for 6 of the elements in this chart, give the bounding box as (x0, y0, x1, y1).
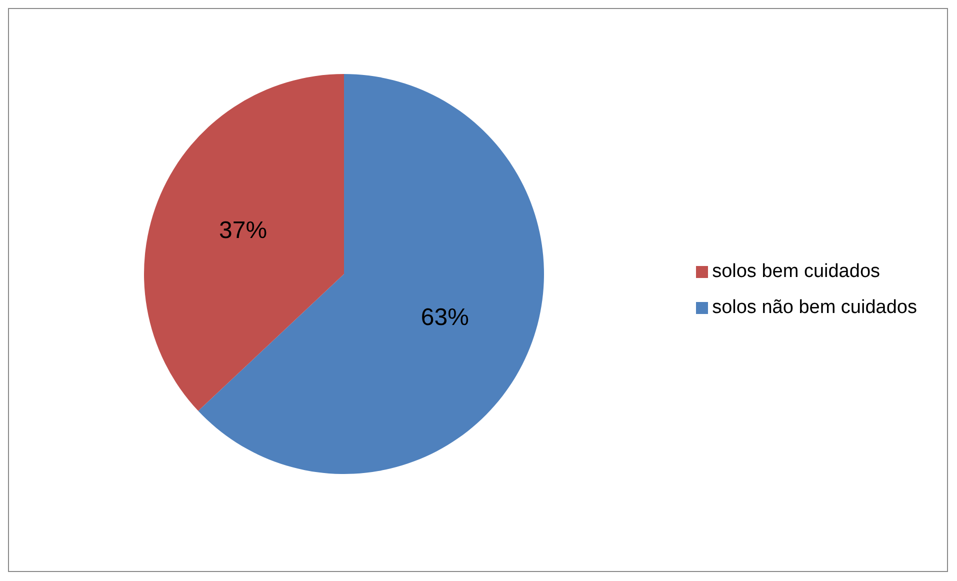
data-label: 63% (420, 304, 469, 332)
pie-slice (198, 74, 544, 474)
data-label: 37% (219, 216, 268, 244)
pie-slice (144, 74, 344, 411)
legend-label: solos bem cuidados (712, 261, 880, 282)
legend-label: solos não bem cuidados (712, 297, 917, 318)
